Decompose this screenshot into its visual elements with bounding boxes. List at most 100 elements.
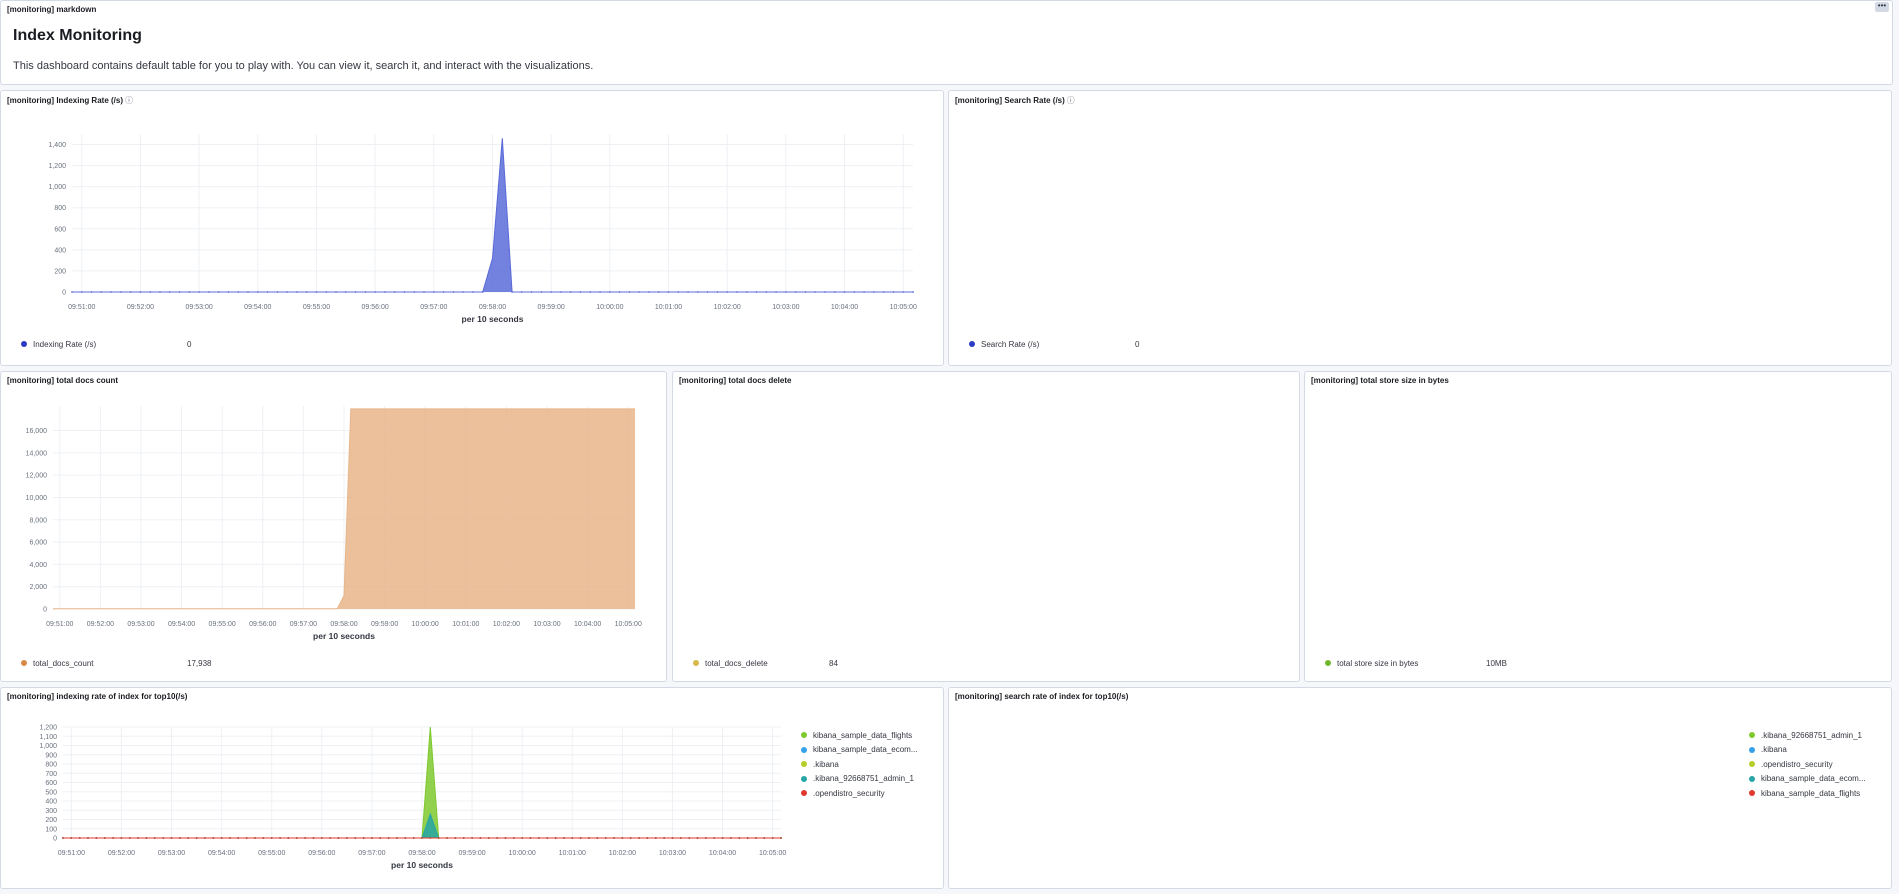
legend-value: 17,938: [187, 658, 212, 668]
description-text: This dashboard contains default table fo…: [13, 60, 594, 72]
legend-series-name: total_docs_delete: [705, 658, 768, 668]
chart-svg: 0102030405060708009:51:0009:52:0009:53:0…: [673, 372, 1300, 682]
x-tick-label: 10:00:00: [509, 850, 536, 857]
data-point: [325, 291, 328, 293]
y-tick-label: 500: [45, 789, 57, 796]
data-point: [337, 837, 340, 839]
panel-options-button[interactable]: •••: [1875, 2, 1889, 12]
legend-item[interactable]: .opendistro_security0: [801, 786, 943, 801]
data-point: [413, 291, 416, 293]
data-point: [128, 837, 131, 839]
x-tick-label: 09:59:00: [371, 621, 398, 628]
data-point: [423, 291, 425, 293]
indexing-top10-panel: [monitoring] indexing rate of index for …: [0, 687, 944, 889]
y-tick-label: 4,000: [29, 562, 47, 569]
legend-series-name: Search Rate (/s): [981, 339, 1040, 349]
data-point: [671, 837, 674, 839]
data-point: [546, 837, 549, 839]
chart-svg: 0 2,000 4,000 6,000 8,000 10,000 12,000 14,000 1…: [26, 406, 642, 641]
data-point: [697, 291, 699, 293]
data-point: [814, 291, 817, 293]
data-point: [775, 291, 777, 293]
legend-item[interactable]: .kibana0: [1749, 743, 1891, 758]
data-point: [471, 837, 473, 839]
data-point: [262, 837, 265, 839]
chart-legend: total store size in bytes 10MB: [1325, 656, 1507, 671]
data-point: [371, 837, 373, 839]
legend-item[interactable]: .opendistro_security0: [1749, 757, 1891, 772]
x-tick-label: 10:04:00: [709, 850, 736, 857]
legend-item[interactable]: kibana_sample_data_flights0: [1749, 786, 1891, 801]
data-point: [304, 837, 306, 839]
data-point: [706, 291, 709, 293]
data-point: [437, 837, 440, 839]
info-icon[interactable]: ⓘ: [125, 96, 133, 105]
legend-item[interactable]: .kibana_92668751_admin_10: [801, 772, 943, 787]
data-point: [296, 291, 298, 293]
panel-title: [monitoring] indexing rate of index for …: [7, 692, 188, 701]
data-point: [454, 837, 457, 839]
x-axis-label: per 10 seconds: [462, 314, 524, 324]
data-point: [229, 837, 231, 839]
y-tick-label: 12,000: [26, 473, 48, 480]
legend-item[interactable]: kibana_sample_data_ecom...0: [1749, 772, 1891, 787]
data-point: [550, 291, 553, 293]
data-point: [512, 837, 515, 839]
data-point: [481, 291, 484, 293]
data-point: [646, 837, 649, 839]
y-tick-label: 400: [54, 247, 66, 254]
legend-item[interactable]: kibana_sample_data_ecom...0: [801, 743, 943, 758]
data-point: [713, 837, 716, 839]
x-tick-label: 10:05:00: [890, 304, 917, 311]
chart-legend: total_docs_count 17,938: [21, 656, 211, 671]
legend-series-name: kibana_sample_data_flights: [813, 730, 913, 740]
y-tick-label: 800: [45, 762, 57, 769]
x-tick-label: 09:56:00: [249, 621, 276, 628]
data-point: [168, 291, 171, 293]
total-docs-count-panel: [monitoring] total docs count 0 2,000 4,000…: [0, 371, 667, 682]
legend-series-name: kibana_sample_data_flights: [1761, 788, 1861, 798]
data-point: [198, 291, 201, 293]
data-point: [70, 837, 73, 839]
legend-color-dot: [801, 790, 807, 797]
legend-item[interactable]: total_docs_delete 84: [693, 656, 838, 671]
data-point: [696, 837, 699, 839]
legend-series-name: .kibana: [1761, 745, 1787, 755]
page-title: Index Monitoring: [13, 27, 142, 44]
panel-title: [monitoring] total store size in bytes: [1311, 376, 1449, 385]
x-axis-label: per 10 seconds: [313, 631, 375, 641]
data-point: [178, 291, 181, 293]
legend-item[interactable]: Indexing Rate (/s) 0: [21, 337, 191, 352]
data-point: [374, 291, 377, 293]
data-point: [217, 291, 220, 293]
legend-item[interactable]: kibana_sample_data_flights0: [801, 728, 943, 743]
legend-item[interactable]: total_docs_count 17,938: [21, 656, 211, 671]
panel-title: [monitoring] total docs delete: [679, 376, 792, 385]
data-point: [755, 837, 757, 839]
data-point: [159, 291, 161, 293]
info-icon[interactable]: ⓘ: [1066, 96, 1075, 105]
data-point: [588, 837, 590, 839]
panel-title: [monitoring] Search Rate (/s) ⓘ: [955, 96, 1075, 105]
data-point: [563, 837, 565, 839]
legend-color-dot: [1749, 775, 1755, 782]
legend-item[interactable]: .kibana0: [801, 757, 943, 772]
x-tick-label: 10:03:00: [659, 850, 686, 857]
chart-svg: 0B976.6KB1.9MB2.9MB3.8MB4.8MB5.7MB6.7MB7…: [1305, 372, 1892, 682]
legend-item[interactable]: total store size in bytes 10MB: [1325, 656, 1507, 671]
data-point: [354, 837, 357, 839]
data-point: [344, 291, 347, 293]
data-point: [621, 837, 624, 839]
data-point: [628, 291, 631, 293]
data-point: [596, 837, 599, 839]
x-tick-label: 09:59:00: [458, 850, 485, 857]
y-tick-label: 1,000: [39, 743, 57, 750]
y-tick-label: 900: [45, 752, 57, 759]
legend-value: 0: [1135, 339, 1140, 349]
y-tick-label: 700: [45, 771, 57, 778]
data-point: [404, 837, 407, 839]
data-point: [540, 291, 543, 293]
data-point: [569, 291, 572, 293]
legend-item[interactable]: .kibana_92668751_admin_10: [1749, 728, 1891, 743]
legend-item[interactable]: Search Rate (/s) 0: [969, 337, 1139, 352]
